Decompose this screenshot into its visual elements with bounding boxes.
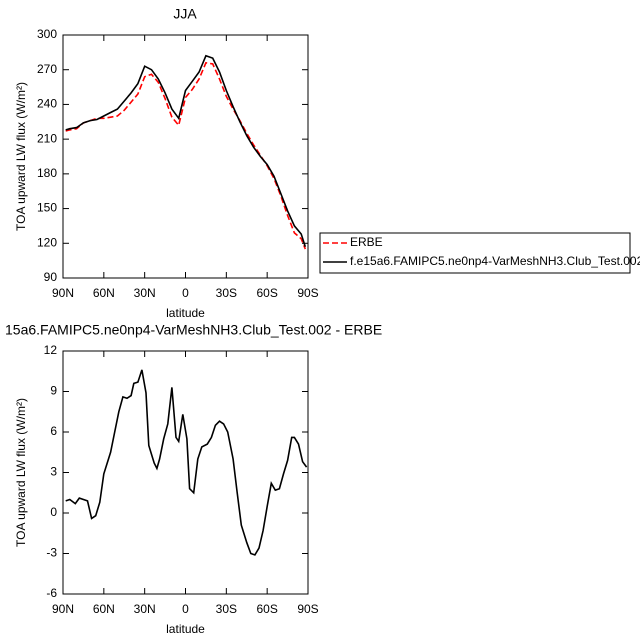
y-tick-label: 270 [37,62,57,76]
y-tick-label: -3 [46,546,57,560]
x-tick-label: 30N [134,286,156,300]
legend-label: f.e15a6.FAMIPC5.ne0np4-VarMeshNH3.Club_T… [350,254,640,268]
x-tick-label: 90S [297,602,318,616]
data-line [65,369,308,556]
y-tick-label: 150 [37,201,57,215]
x-axis-label: latitude [166,306,205,320]
y-tick-label: 12 [44,343,58,357]
y-tick-label: 240 [37,97,57,111]
x-tick-label: 0 [182,602,189,616]
x-axis-label: latitude [166,622,205,636]
y-tick-label: 9 [50,384,57,398]
legend-box [319,232,631,274]
y-tick-label: 210 [37,131,57,145]
x-tick-label: 30N [134,602,156,616]
x-tick-label: 30S [216,286,237,300]
x-tick-label: 60S [256,602,277,616]
y-tick-label: 90 [44,270,58,284]
data-line [65,54,307,248]
x-tick-label: 30S [216,602,237,616]
legend-label: ERBE [350,235,383,249]
x-tick-label: 90N [52,286,74,300]
y-tick-label: 180 [37,166,57,180]
x-tick-label: 60N [93,286,115,300]
plot-frame [62,350,309,595]
y-axis-label: TOA upward LW flux (W/m²) [14,82,28,231]
y-tick-label: 6 [50,424,57,438]
chart-title: JJA [173,6,197,22]
x-tick-label: 60S [256,286,277,300]
y-tick-label: 120 [37,235,57,249]
y-tick-label: 3 [50,465,57,479]
chart-title: 15a6.FAMIPC5.ne0np4-VarMeshNH3.Club_Test… [5,322,382,338]
x-tick-label: 90N [52,602,74,616]
x-tick-label: 60N [93,602,115,616]
plot-frame [62,34,309,279]
y-axis-label: TOA upward LW flux (W/m²) [14,398,28,547]
x-tick-label: 0 [182,286,189,300]
x-tick-label: 90S [297,286,318,300]
y-tick-label: -6 [46,586,57,600]
y-tick-label: 0 [50,505,57,519]
y-tick-label: 300 [37,27,57,41]
